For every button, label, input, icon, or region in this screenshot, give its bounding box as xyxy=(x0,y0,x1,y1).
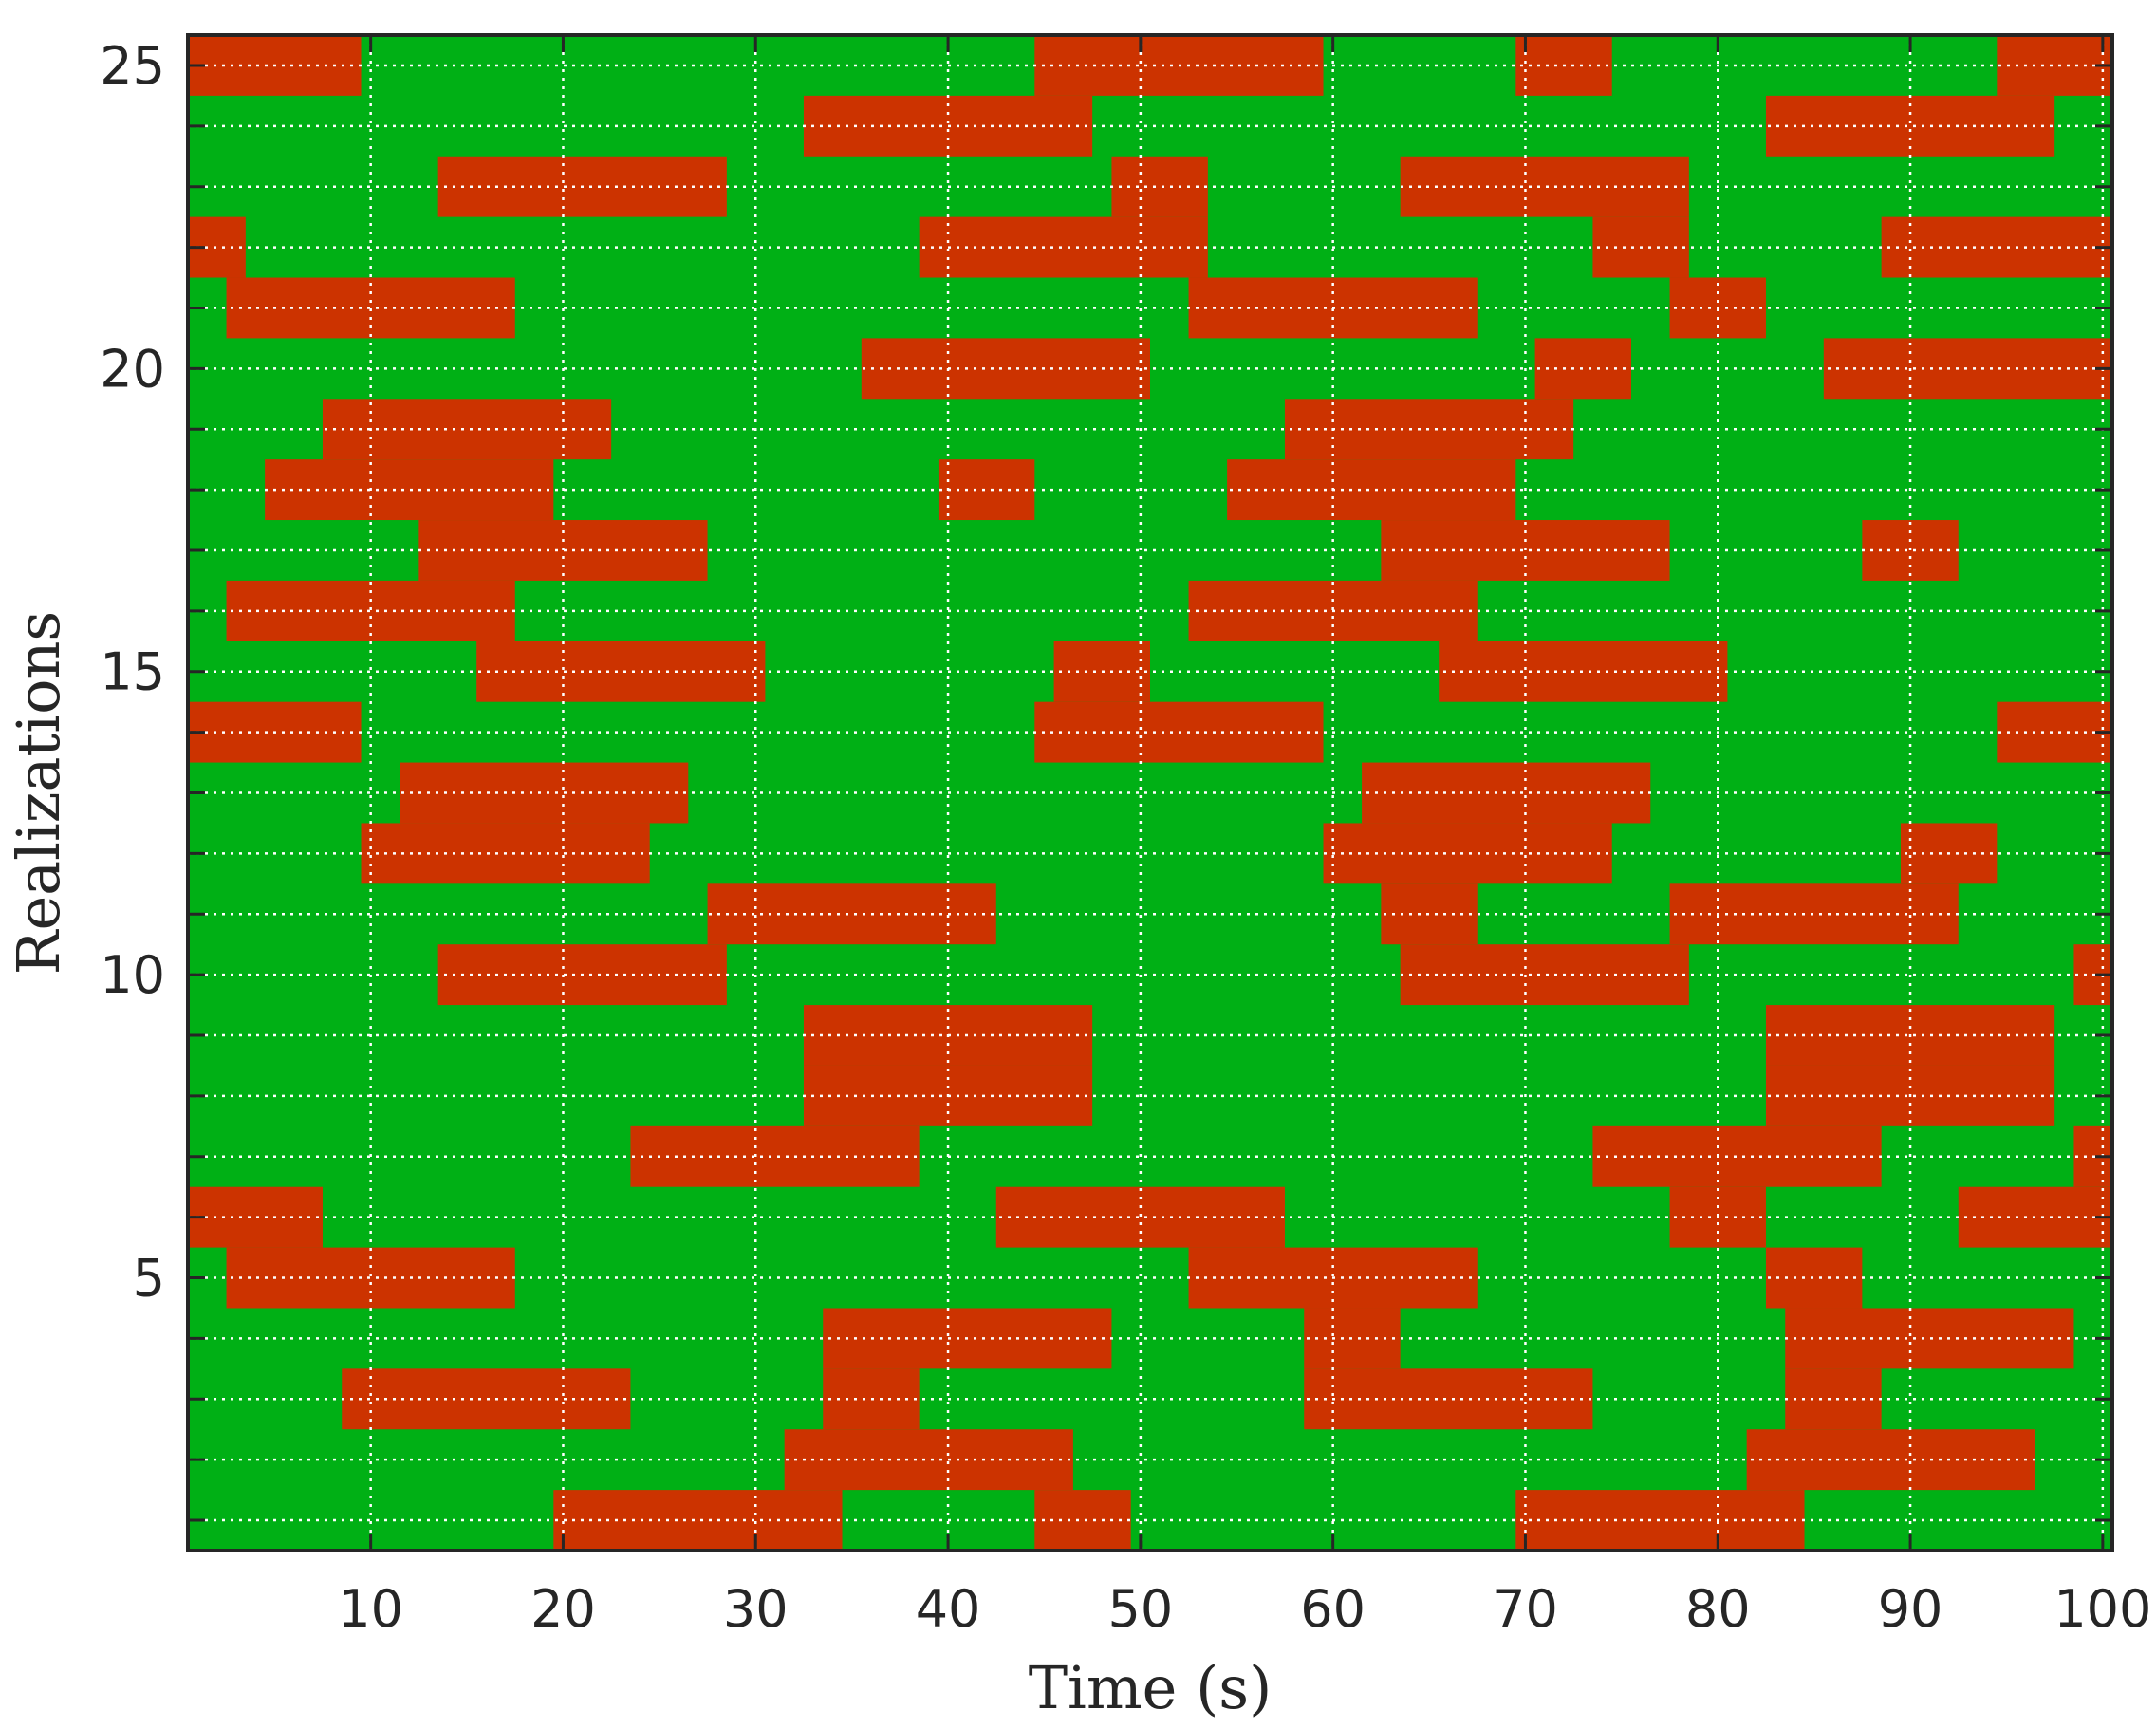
x-tick-label-20: 20 xyxy=(530,1579,596,1639)
red-interval-r11-28-42 xyxy=(707,883,996,945)
y-axis-label: Realizations xyxy=(4,611,73,975)
red-interval-r3-59-73 xyxy=(1304,1368,1593,1430)
y-tick-label-20: 20 xyxy=(100,339,165,399)
red-interval-r6-1-7 xyxy=(188,1186,323,1248)
red-interval-r18-40-44 xyxy=(938,459,1035,521)
red-interval-r15-16-30 xyxy=(476,641,766,702)
y-tick-labels: 5 10 15 20 25 xyxy=(100,36,165,1309)
x-axis-label: Time (s) xyxy=(1029,1653,1273,1722)
red-interval-r18-55-69 xyxy=(1227,459,1516,521)
y-tick-label-10: 10 xyxy=(100,945,165,1005)
red-interval-r20-36-50 xyxy=(861,338,1150,400)
red-interval-r1-20-34 xyxy=(553,1490,843,1551)
y-tick-label-5: 5 xyxy=(133,1249,165,1309)
x-tick-label-10: 10 xyxy=(338,1579,403,1639)
x-tick-label-60: 60 xyxy=(1300,1579,1366,1639)
y-tick-label-25: 25 xyxy=(100,36,165,96)
x-tick-label-50: 50 xyxy=(1108,1579,1174,1639)
red-interval-r1-45-49 xyxy=(1034,1490,1131,1551)
red-interval-r19-8-22 xyxy=(322,399,612,460)
y-tick-label-15: 15 xyxy=(100,642,165,702)
red-interval-r6-43-57 xyxy=(995,1186,1285,1248)
x-tick-labels: 10 20 30 40 50 60 70 80 90 100 xyxy=(338,1579,2151,1639)
red-interval-r7-24-38 xyxy=(630,1125,920,1187)
x-tick-label-80: 80 xyxy=(1685,1579,1751,1639)
x-tick-label-90: 90 xyxy=(1878,1579,1943,1639)
red-interval-r5-83-87 xyxy=(1765,1247,1863,1309)
x-tick-label-30: 30 xyxy=(723,1579,789,1639)
red-interval-r2-32-46 xyxy=(784,1429,1073,1491)
red-interval-r3-84-88 xyxy=(1785,1368,1882,1430)
x-tick-label-70: 70 xyxy=(1493,1579,1558,1639)
red-interval-r23-49-53 xyxy=(1111,156,1208,217)
tick-marks xyxy=(188,35,2112,1551)
red-interval-r13-12-26 xyxy=(400,762,689,824)
red-interval-r22-39-53 xyxy=(919,216,1208,278)
red-interval-r22-89-100 xyxy=(1881,216,2112,278)
x-tick-label-100: 100 xyxy=(2054,1579,2151,1639)
x-tick-label-40: 40 xyxy=(916,1579,981,1639)
